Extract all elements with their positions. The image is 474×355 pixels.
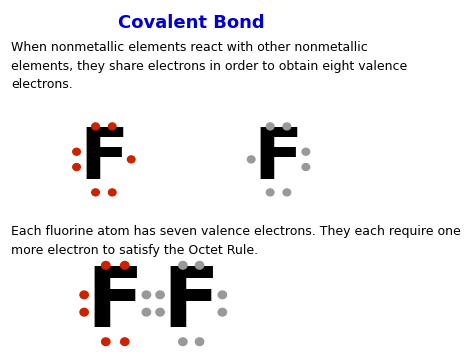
Circle shape xyxy=(73,148,81,155)
Text: Each fluorine atom has seven valence electrons. They each require one
more elect: Each fluorine atom has seven valence ele… xyxy=(11,225,461,257)
Circle shape xyxy=(128,156,135,163)
Text: F: F xyxy=(163,263,220,344)
Circle shape xyxy=(283,123,291,130)
Circle shape xyxy=(142,308,151,316)
Circle shape xyxy=(101,338,110,345)
Circle shape xyxy=(120,262,129,269)
Circle shape xyxy=(120,338,129,345)
Circle shape xyxy=(156,308,164,316)
Circle shape xyxy=(302,148,310,155)
Text: F: F xyxy=(79,125,128,194)
Circle shape xyxy=(179,338,187,345)
Circle shape xyxy=(92,189,100,196)
Circle shape xyxy=(80,308,88,316)
Circle shape xyxy=(195,262,204,269)
Circle shape xyxy=(109,123,116,130)
Circle shape xyxy=(266,123,274,130)
Circle shape xyxy=(247,156,255,163)
Circle shape xyxy=(73,164,81,170)
Text: Covalent Bond: Covalent Bond xyxy=(118,13,264,32)
Circle shape xyxy=(179,262,187,269)
Circle shape xyxy=(101,262,110,269)
Circle shape xyxy=(283,189,291,196)
Circle shape xyxy=(266,189,274,196)
Circle shape xyxy=(156,291,164,299)
Circle shape xyxy=(218,291,227,299)
Circle shape xyxy=(218,308,227,316)
Text: When nonmetallic elements react with other nonmetallic
elements, they share elec: When nonmetallic elements react with oth… xyxy=(11,41,407,91)
Text: F: F xyxy=(254,125,303,194)
Circle shape xyxy=(109,189,116,196)
Circle shape xyxy=(302,164,310,170)
Circle shape xyxy=(195,338,204,345)
Circle shape xyxy=(142,291,151,299)
Circle shape xyxy=(92,123,100,130)
Circle shape xyxy=(80,291,88,299)
Text: F: F xyxy=(87,263,144,344)
